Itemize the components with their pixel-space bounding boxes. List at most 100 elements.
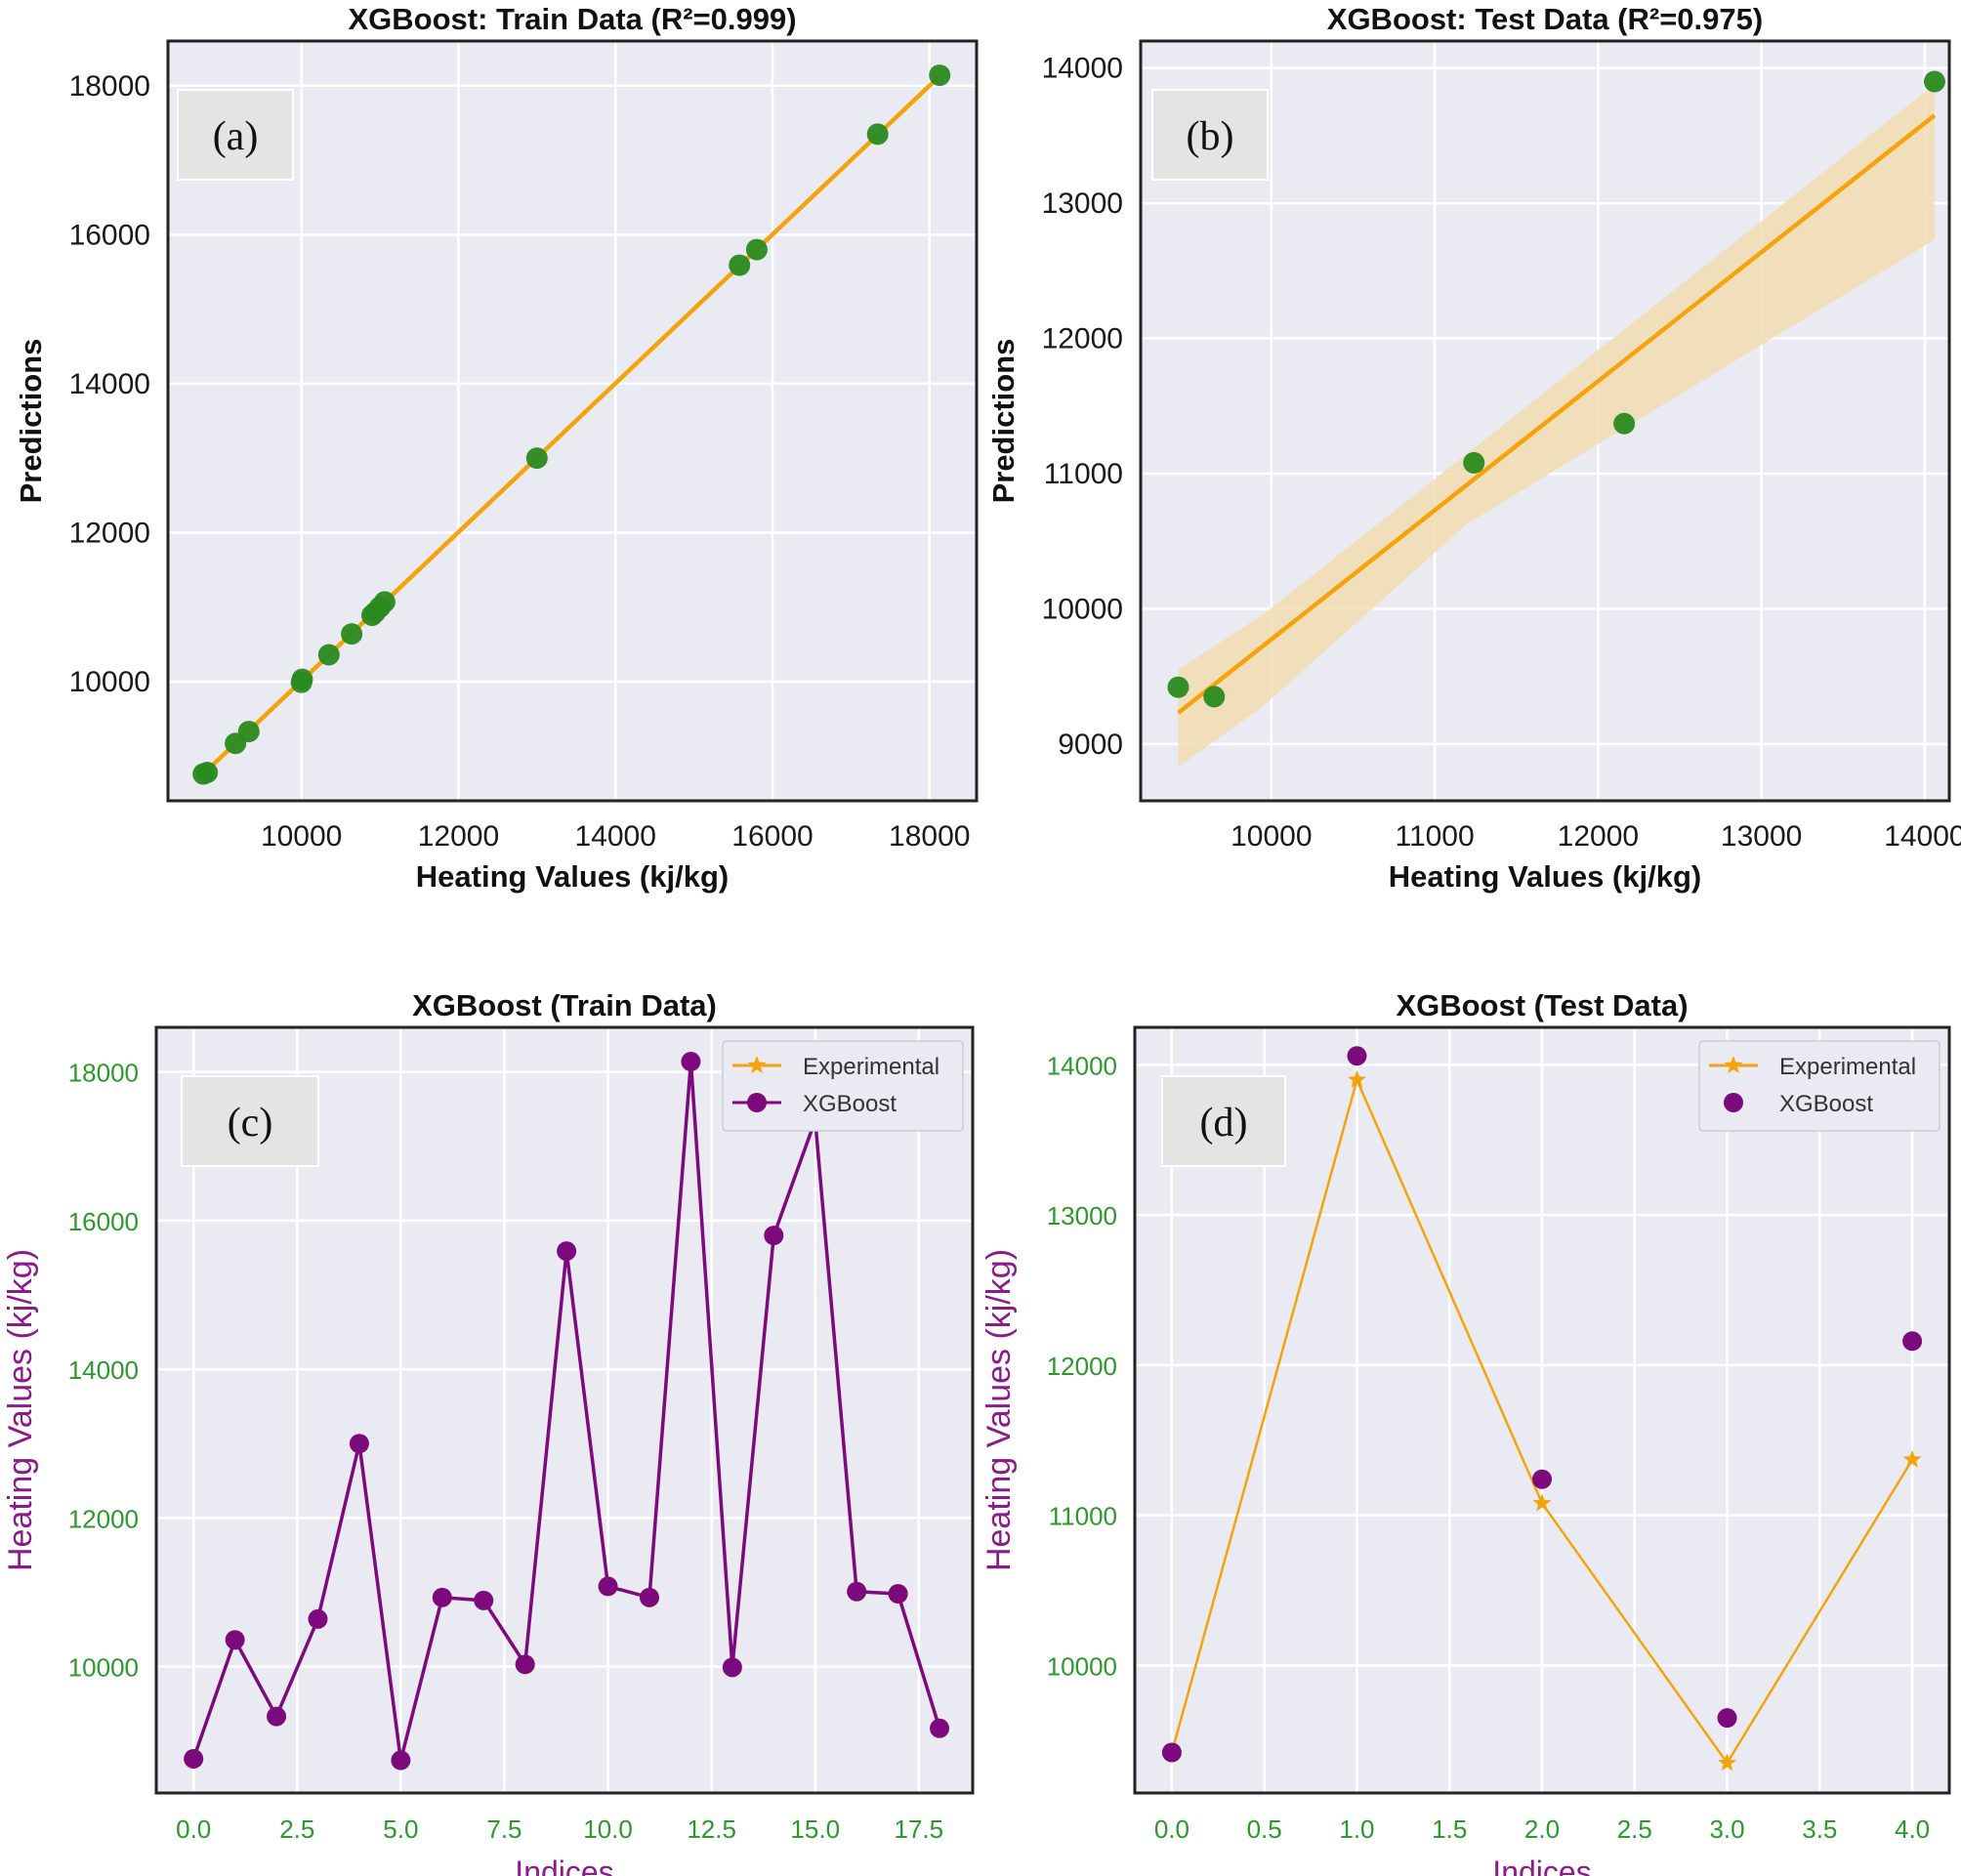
- series-point-experimental: [1718, 1753, 1737, 1772]
- x-tick-label: 3.5: [1802, 1814, 1837, 1844]
- legend-label: XGBoost: [1779, 1091, 1873, 1117]
- y-tick-label: 12000: [68, 1504, 139, 1533]
- x-tick-label: 17.5: [895, 1814, 944, 1844]
- series-point-xgboost: [432, 1587, 452, 1607]
- plot-frame: [1139, 39, 1951, 803]
- chart-title: XGBoost: Test Data (R²=0.975): [1327, 2, 1763, 36]
- legend-box: [722, 1040, 964, 1132]
- y-tick-label: 14000: [1047, 1051, 1117, 1080]
- panel-c: 0.0 2.5 5.0 7.5 10.0 12.5 15.0 17.5 10000 12000 14…: [2, 988, 975, 1876]
- x-tick-label: 7.5: [486, 1814, 522, 1844]
- series-point-xgboost: [1717, 1708, 1737, 1729]
- scatter-point: [237, 721, 260, 743]
- y-tick-label: 11000: [1049, 1502, 1117, 1531]
- series-point-xgboost: [930, 1718, 950, 1738]
- y-tick-label: 12000: [69, 517, 150, 549]
- y-tick-label: 10000: [69, 666, 150, 698]
- series-point-xgboost: [225, 1630, 245, 1650]
- panel-letter: (c): [228, 1101, 273, 1146]
- chart-title: XGBoost: Train Data (R²=0.999): [348, 2, 796, 36]
- legend-label: Experimental: [1779, 1054, 1916, 1080]
- y-tick-label: 18000: [69, 70, 150, 103]
- series-point-experimental: [1532, 1493, 1552, 1512]
- y-tick-label: 18000: [68, 1059, 139, 1088]
- x-tick-label: 10000: [261, 820, 342, 853]
- x-tick-label: 4.0: [1895, 1814, 1930, 1844]
- series-point-xgboost: [391, 1750, 411, 1771]
- scatter-point: [373, 591, 396, 613]
- series-point-xgboost: [184, 1748, 204, 1769]
- y-tick-label: 9000: [1058, 729, 1123, 761]
- y-axis-label: Predictions: [14, 339, 48, 504]
- scatter-point: [291, 668, 313, 690]
- series-point-xgboost: [681, 1052, 701, 1072]
- x-tick-label: 12000: [418, 820, 499, 853]
- series-point-xgboost: [847, 1581, 867, 1602]
- legend-marker: [1724, 1093, 1743, 1112]
- series-point-xgboost: [1161, 1742, 1182, 1763]
- series-point-xgboost: [267, 1706, 287, 1727]
- legend-box: [1698, 1040, 1940, 1132]
- series-point-xgboost: [349, 1434, 369, 1454]
- scatter-point: [866, 123, 889, 146]
- legend-marker: [747, 1093, 767, 1112]
- y-tick-label: 13000: [1042, 188, 1123, 220]
- scatter-point: [929, 64, 951, 87]
- panel-a: 10000 12000 14000 16000 18000 10000 12000 14000…: [14, 2, 979, 894]
- regression-line: [1177, 113, 1937, 715]
- x-tick-label: 1.5: [1432, 1814, 1467, 1844]
- panel-b: 10000 11000 12000 13000 14000 9000 10000 11000 1…: [986, 2, 1961, 894]
- y-tick-label: 12000: [1047, 1352, 1117, 1381]
- x-tick-label: 13000: [1721, 820, 1802, 853]
- legend: Experimental XGBoost: [1698, 1040, 1940, 1132]
- panel-letter: (d): [1200, 1101, 1248, 1146]
- series-point-experimental: [1347, 1069, 1366, 1088]
- x-tick-label: 0.0: [1154, 1814, 1189, 1844]
- y-tick-label: 11000: [1044, 458, 1123, 490]
- scatter-point: [525, 447, 548, 470]
- y-tick-label: 10000: [68, 1653, 139, 1683]
- panel-letter-box: [1161, 1075, 1286, 1167]
- y-axis-label: Heating Values (kj/kg): [2, 1249, 39, 1571]
- panel-letter: (b): [1187, 114, 1234, 159]
- series-point-xgboost: [1902, 1331, 1923, 1352]
- series-point-xgboost: [598, 1576, 618, 1597]
- plot-frame: [1133, 1025, 1951, 1795]
- series-point-xgboost: [474, 1590, 494, 1610]
- scatter-point: [317, 644, 340, 666]
- y-tick-label: 14000: [69, 368, 150, 400]
- series-point-xgboost: [722, 1657, 742, 1678]
- scatter-point: [1923, 70, 1945, 93]
- panel-letter-box: [177, 89, 294, 181]
- y-tick-label: 14000: [1042, 53, 1123, 85]
- panel-letter-box: [1151, 89, 1269, 181]
- series-point-xgboost: [639, 1587, 659, 1607]
- legend-marker: [747, 1056, 767, 1074]
- series-point-xgboost: [515, 1654, 535, 1675]
- scatter-point: [729, 254, 751, 276]
- panel-letter-box: [181, 1075, 319, 1167]
- x-tick-label: 12000: [1558, 820, 1639, 853]
- legend-label: Experimental: [803, 1054, 939, 1080]
- panel-letter: (a): [213, 114, 259, 159]
- scatter-point: [1203, 686, 1226, 708]
- chart-title: XGBoost (Train Data): [412, 988, 717, 1022]
- x-tick-label: 18000: [889, 820, 970, 853]
- chart-title: XGBoost (Test Data): [1396, 988, 1688, 1022]
- x-tick-label: 10000: [1231, 820, 1312, 853]
- x-tick-label: 11000: [1395, 820, 1474, 853]
- y-tick-label: 10000: [1042, 593, 1123, 625]
- plot-frame: [166, 39, 979, 803]
- scatter-point: [1613, 412, 1636, 435]
- x-tick-label: 14000: [1884, 820, 1961, 853]
- x-tick-label: 10.0: [583, 1814, 633, 1844]
- scatter-point: [1463, 451, 1485, 474]
- x-tick-label: 3.0: [1709, 1814, 1744, 1844]
- scatter-point: [745, 238, 768, 261]
- y-axis-label: Heating Values (kj/kg): [980, 1249, 1018, 1571]
- y-tick-label: 14000: [68, 1355, 139, 1385]
- x-tick-label: 5.0: [383, 1814, 418, 1844]
- x-axis-label: Indices: [515, 1855, 613, 1876]
- x-tick-label: 2.0: [1524, 1814, 1560, 1844]
